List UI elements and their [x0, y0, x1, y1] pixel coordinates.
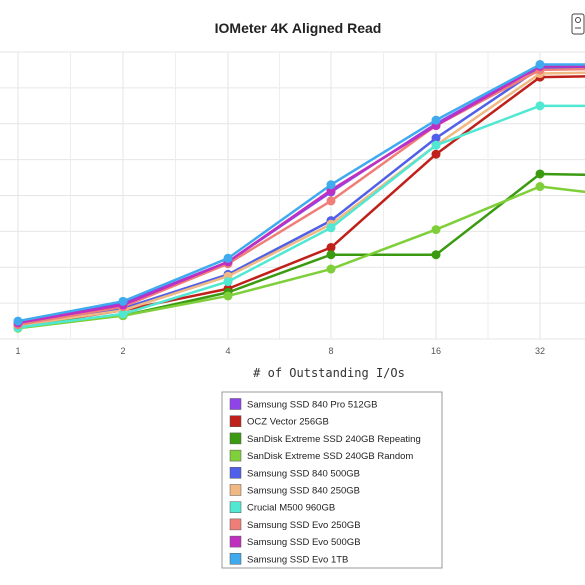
data-point [223, 277, 233, 287]
data-point [326, 264, 336, 274]
data-point [535, 101, 545, 111]
data-point [118, 309, 128, 319]
x-tick-label: 4 [225, 346, 230, 356]
series-lines [13, 60, 585, 333]
data-point [431, 140, 441, 150]
data-point [431, 149, 441, 159]
data-point [326, 243, 336, 253]
x-tick-label: 16 [431, 346, 441, 356]
legend-label: OCZ Vector 256GB [247, 417, 329, 428]
data-point [118, 296, 128, 306]
legend-entry: Samsung SSD 840 250GB [229, 484, 360, 497]
legend-label: Samsung SSD 840 250GB [247, 486, 360, 497]
data-point [431, 133, 441, 143]
legend: Samsung SSD 840 Pro 512GB OCZ Vector 256G… [221, 391, 443, 569]
data-point [326, 180, 336, 190]
legend-swatch [229, 398, 242, 410]
x-tick-label: 8 [328, 346, 333, 356]
legend-label: Samsung SSD Evo 500GB [247, 537, 361, 548]
legend-entry: OCZ Vector 256GB [229, 415, 329, 428]
legend-swatch [229, 535, 242, 548]
data-point [431, 115, 441, 125]
legend-swatch [229, 415, 242, 427]
x-axis-ticks: 1248163264 [15, 346, 545, 356]
data-point [326, 250, 336, 260]
x-tick-label: 1 [15, 346, 20, 356]
data-point [326, 223, 336, 233]
legend-label: Samsung SSD Evo 1TB [247, 554, 348, 565]
legend-label: SanDisk Extreme SSD 240GB Repeating [247, 434, 421, 445]
legend-entry: SanDisk Extreme SSD 240GB Repeating [229, 432, 421, 445]
legend-entry: Samsung SSD Evo 1TB [229, 553, 348, 565]
data-point [431, 225, 441, 235]
legend-entry: Samsung SSD Evo 250GB [229, 518, 361, 531]
x-tick-label: 2 [120, 346, 125, 356]
legend-entry: Crucial M500 960GB [229, 501, 335, 514]
data-point [326, 196, 336, 206]
legend-label: Crucial M500 960GB [247, 503, 335, 514]
legend-swatch [229, 432, 242, 445]
data-point [535, 169, 545, 179]
legend-label: Samsung SSD 840 500GB [247, 468, 360, 479]
legend-swatch [229, 449, 242, 462]
legend-label: Samsung SSD 840 Pro 512GB [247, 400, 377, 411]
data-point [13, 316, 23, 326]
chart-title: IOMeter 4K Aligned Read [215, 20, 382, 36]
legend-swatch [229, 467, 242, 479]
legend-swatch [229, 518, 242, 531]
data-point [223, 291, 233, 301]
legend-entry: Samsung SSD 840 Pro 512GB [229, 398, 377, 411]
logo-icon [571, 13, 585, 35]
data-point [223, 253, 233, 263]
legend-swatch [229, 553, 242, 565]
series-7 [13, 101, 585, 333]
legend-label: SanDisk Extreme SSD 240GB Random [247, 451, 413, 462]
legend-entry: Samsung SSD Evo 500GB [229, 535, 361, 548]
legend-entry: Samsung SSD 840 500GB [229, 467, 360, 479]
legend-label: Samsung SSD Evo 250GB [247, 520, 361, 531]
x-axis-label: # of Outstanding I/Os [253, 366, 405, 380]
data-point [535, 182, 545, 192]
data-point [431, 250, 441, 260]
legend-box [221, 391, 443, 569]
legend-entry: SanDisk Extreme SSD 240GB Random [229, 449, 413, 462]
data-point [535, 60, 545, 70]
legend-swatch [229, 484, 242, 496]
legend-swatch [229, 501, 242, 513]
x-tick-label: 32 [535, 346, 545, 356]
series-10 [13, 60, 585, 326]
